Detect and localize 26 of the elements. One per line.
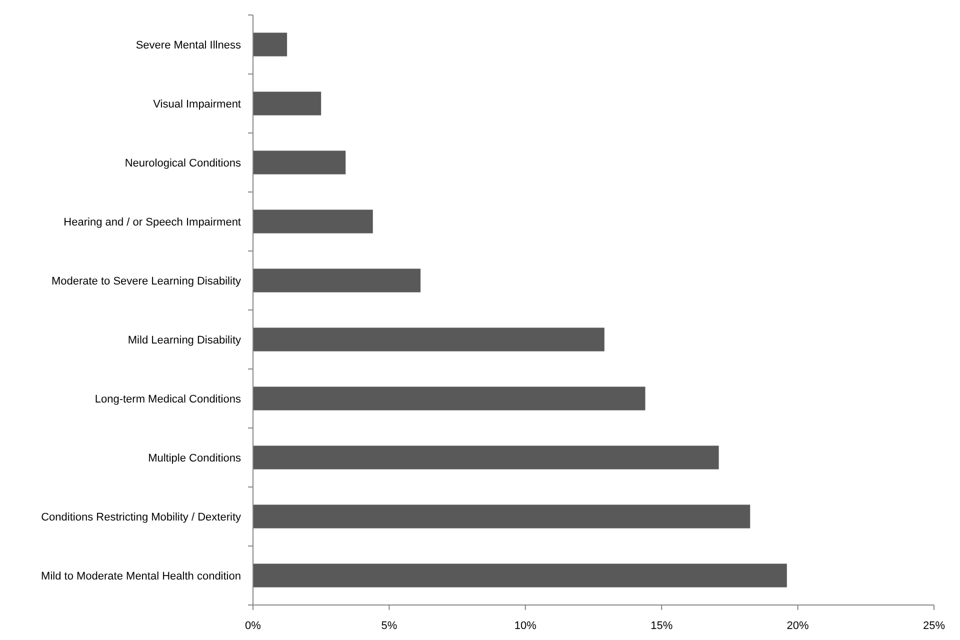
y-tick-label: Long-term Medical Conditions [94, 393, 242, 406]
y-tick-label: Severe Mental Illness [136, 39, 242, 52]
y-tick-label: Mild to Moderate Mental Health condition [41, 570, 241, 582]
bar [253, 446, 719, 470]
bar [253, 92, 322, 116]
x-tick-label: 25% [922, 620, 946, 632]
bar [253, 32, 288, 56]
bar [253, 504, 750, 528]
x-tick-label: 20% [786, 620, 810, 632]
bar [253, 210, 373, 234]
y-tick-label: Moderate to Severe Learning Disability [51, 275, 242, 288]
y-tick-label: Hearing and / or Speech Impairment [64, 216, 241, 228]
bar [253, 564, 787, 588]
y-tick-label: Mild Learning Disability [128, 334, 242, 346]
y-tick-label: Conditions Restricting Mobility / Dexterity [41, 511, 242, 524]
y-tick-label: Visual Impairment [153, 98, 241, 110]
x-tick-label: 10% [514, 620, 537, 632]
y-tick-label: Neurological Conditions [124, 157, 242, 170]
x-tick-label: 5% [381, 620, 398, 632]
x-tick-label: 15% [650, 620, 673, 632]
x-tick-label: 0% [245, 620, 262, 632]
bar [253, 328, 604, 352]
bar [253, 150, 346, 174]
bar [253, 386, 646, 410]
bar [253, 268, 421, 292]
y-tick-label: Multiple Conditions [148, 452, 242, 464]
